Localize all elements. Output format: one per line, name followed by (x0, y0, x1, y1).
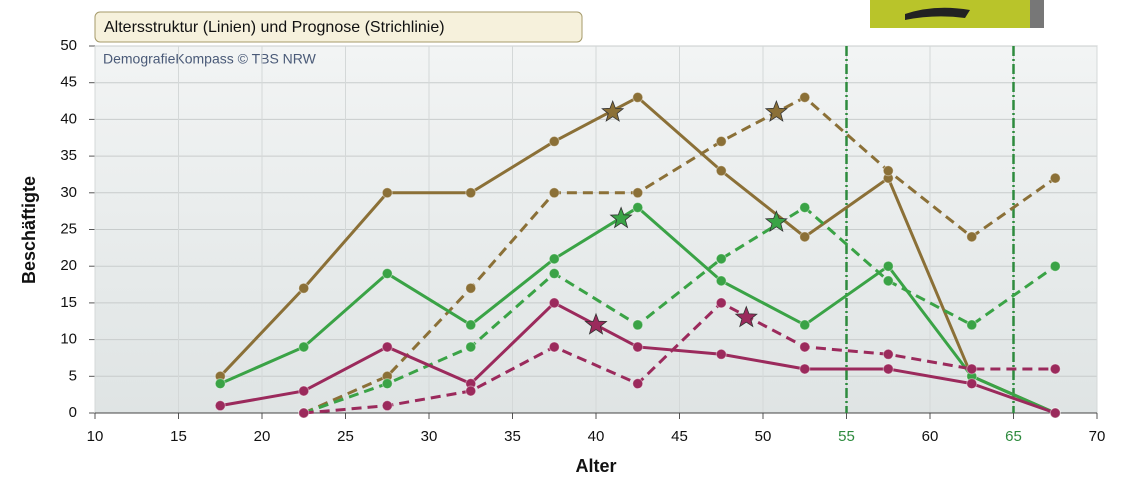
logo (870, 0, 1044, 28)
data-point (299, 283, 309, 293)
y-tick-label: 20 (60, 257, 77, 274)
data-point (549, 136, 559, 146)
data-point (967, 379, 977, 389)
data-point (633, 342, 643, 352)
data-point (299, 386, 309, 396)
data-point (382, 401, 392, 411)
data-point (716, 254, 726, 264)
y-tick-label: 15 (60, 294, 77, 311)
data-point (1050, 261, 1060, 271)
data-point (967, 320, 977, 330)
x-tick-label: 35 (504, 428, 521, 445)
x-tick-label: 55 (838, 428, 855, 445)
x-tick-label: 60 (922, 428, 939, 445)
data-point (549, 269, 559, 279)
data-point (466, 386, 476, 396)
data-point (1050, 364, 1060, 374)
data-point (800, 364, 810, 374)
data-point (967, 232, 977, 242)
data-point (716, 349, 726, 359)
data-point (382, 379, 392, 389)
x-tick-label: 40 (588, 428, 605, 445)
data-point (215, 379, 225, 389)
data-point (549, 188, 559, 198)
y-axis-label: Beschäftigte (19, 176, 39, 284)
data-point (549, 298, 559, 308)
x-tick-label: 20 (254, 428, 271, 445)
data-point (883, 276, 893, 286)
data-point (716, 166, 726, 176)
x-tick-label: 10 (87, 428, 104, 445)
data-point (299, 408, 309, 418)
data-point (883, 166, 893, 176)
data-point (716, 136, 726, 146)
data-point (800, 92, 810, 102)
data-point (466, 320, 476, 330)
y-tick-label: 50 (60, 37, 77, 54)
y-tick-label: 10 (60, 331, 77, 348)
data-point (633, 188, 643, 198)
data-point (800, 342, 810, 352)
data-point (382, 342, 392, 352)
x-tick-label: 25 (337, 428, 354, 445)
y-tick-label: 0 (69, 404, 77, 421)
data-point (549, 254, 559, 264)
data-point (633, 92, 643, 102)
data-point (466, 342, 476, 352)
data-point (633, 320, 643, 330)
data-point (1050, 173, 1060, 183)
x-tick-label: 50 (755, 428, 772, 445)
data-point (883, 261, 893, 271)
data-point (716, 298, 726, 308)
data-point (800, 232, 810, 242)
x-tick-label: 65 (1005, 428, 1022, 445)
y-tick-label: 5 (69, 367, 77, 384)
x-tick-label: 45 (671, 428, 688, 445)
y-tick-label: 45 (60, 74, 77, 91)
data-point (716, 276, 726, 286)
data-point (382, 269, 392, 279)
y-tick-label: 30 (60, 184, 77, 201)
chart-title: Altersstruktur (Linien) und Prognose (St… (104, 19, 445, 36)
data-point (215, 401, 225, 411)
x-axis-label: Alter (575, 456, 616, 476)
data-point (883, 364, 893, 374)
data-point (800, 202, 810, 212)
x-tick-label: 30 (421, 428, 438, 445)
x-tick-label: 70 (1089, 428, 1106, 445)
data-point (299, 342, 309, 352)
x-tick-label: 15 (170, 428, 187, 445)
data-point (382, 188, 392, 198)
data-point (466, 188, 476, 198)
y-tick-label: 35 (60, 147, 77, 164)
data-point (967, 364, 977, 374)
chart: Altersstruktur (Linien) und Prognose (St… (0, 0, 1124, 479)
subtitle: DemografieKompass © TBS NRW (103, 51, 317, 67)
data-point (800, 320, 810, 330)
data-point (633, 202, 643, 212)
data-point (466, 283, 476, 293)
data-point (549, 342, 559, 352)
data-point (1050, 408, 1060, 418)
y-tick-label: 40 (60, 110, 77, 127)
y-tick-label: 25 (60, 220, 77, 237)
data-point (883, 349, 893, 359)
data-point (633, 379, 643, 389)
